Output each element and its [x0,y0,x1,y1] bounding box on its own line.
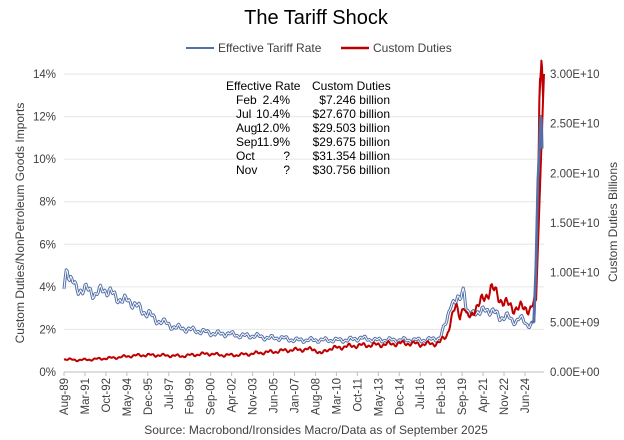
x-tick-label: Jun-24 [520,377,532,413]
annotation-rate: 11.9% [257,135,290,149]
x-tick-label: Jul-16 [415,378,427,409]
annotation-duties: $30.756 billion [313,163,390,177]
x-tick-label: Nov-22 [499,378,511,415]
right-axis-ticks: 0.00E+00 5.00E+09 1.00E+10 1.50E+10 2.00E+10… [550,69,600,379]
annotation-duties: $27.670 billion [313,107,390,121]
x-tick-label: Apr-02 [227,378,239,413]
left-tick-label: 2% [39,324,56,336]
x-tick-label: Jun-05 [269,378,281,413]
x-tick-label: May-13 [373,378,385,416]
left-tick-label: 12% [33,112,56,124]
annotation-duties: $31.354 billion [313,149,390,163]
source-note: Source: Macrobond/Ironsides Macro/Data a… [144,423,488,437]
left-axis-ticks: 0% 2% 4% 6% 8% 10% 12% 14% [33,69,56,379]
right-tick-label: 2.50E+10 [550,119,600,131]
annotation-rate: ? [283,163,290,177]
legend-label-custom-duties: Custom Duties [373,41,452,55]
x-tick-label: Feb-18 [436,378,448,414]
legend-label-effective-tariff-rate: Effective Tariff Rate [218,41,322,55]
x-tick-label: Jul-97 [164,378,176,409]
left-tick-label: 8% [39,197,56,209]
data-annotation-table: Effective Rate Custom Duties Feb 2.4% $7.2… [226,79,391,177]
annotation-month: Nov [236,163,257,177]
x-tick-label: Oct-11 [352,378,364,412]
annotation-rate: 2.4% [263,93,291,107]
annotation-month: Jul [236,107,251,121]
annotation-month: Oct [236,149,255,163]
x-tick-label: Jan-07 [289,378,301,413]
annotation-rate: ? [283,149,290,163]
x-tick-label: Aug-89 [59,378,71,415]
left-axis-label: Custom Duties/NonPetroleum Goods Imports [13,103,27,344]
annotation-header-effective-rate: Effective Rate [226,79,301,93]
left-tick-label: 14% [33,69,56,81]
annotation-duties: $29.503 billion [313,121,390,135]
chart-title: The Tariff Shock [244,7,389,29]
series-group [62,59,545,363]
x-tick-label: Oct-92 [101,378,113,413]
left-tick-label: 10% [33,154,56,166]
x-tick-label: Mar-91 [80,378,92,414]
x-tick-label: Feb-99 [185,378,197,414]
legend: Effective Tariff Rate Custom Duties [186,41,452,55]
annotation-rate: 10.4% [256,107,290,121]
annotation-month: Aug [236,121,257,135]
x-tick-label: Mar-10 [331,378,343,414]
right-tick-label: 1.50E+10 [550,218,600,230]
right-tick-label: 2.00E+10 [550,168,600,180]
x-tick-label: Sep-19 [457,378,469,415]
left-tick-label: 4% [39,282,56,294]
series-custom-duties [63,59,545,363]
right-tick-label: 5.00E+09 [550,317,600,329]
x-axis-ticks: Aug-89 Mar-91 Oct-92 May-94 Dec-95 Jul-97 Feb-… [59,372,532,416]
right-tick-label: 0.00E+00 [550,367,600,379]
left-tick-label: 6% [39,239,56,251]
x-tick-label: Apr-21 [478,378,490,413]
annotation-rate: 12.0% [256,121,290,135]
annotation-month: Feb [236,93,257,107]
left-tick-label: 0% [39,367,56,379]
x-tick-label: Nov-03 [248,378,260,415]
gridlines [64,73,544,373]
annotation-duties: $7.246 billion [319,93,390,107]
series-effective-tariff-rate-inner [63,116,543,344]
annotation-duties: $29.675 billion [313,135,390,149]
annotation-rows: Feb 2.4% $7.246 billion Jul 10.4% $27.670 bil… [236,93,390,177]
series-effective-tariff-rate-tail [530,116,544,324]
x-tick-label: Dec-14 [394,377,406,415]
annotation-header-custom-duties: Custom Duties [312,79,391,93]
right-tick-label: 1.00E+10 [550,268,600,280]
x-tick-label: May-94 [122,377,134,416]
x-tick-label: Dec-95 [143,378,155,415]
right-axis-label: Custom Duties Billions [606,162,620,282]
right-tick-label: 3.00E+10 [550,69,600,81]
annotation-month: Sep [236,135,258,149]
x-tick-label: Aug-08 [310,378,322,415]
x-tick-label: Sep-00 [206,378,218,415]
